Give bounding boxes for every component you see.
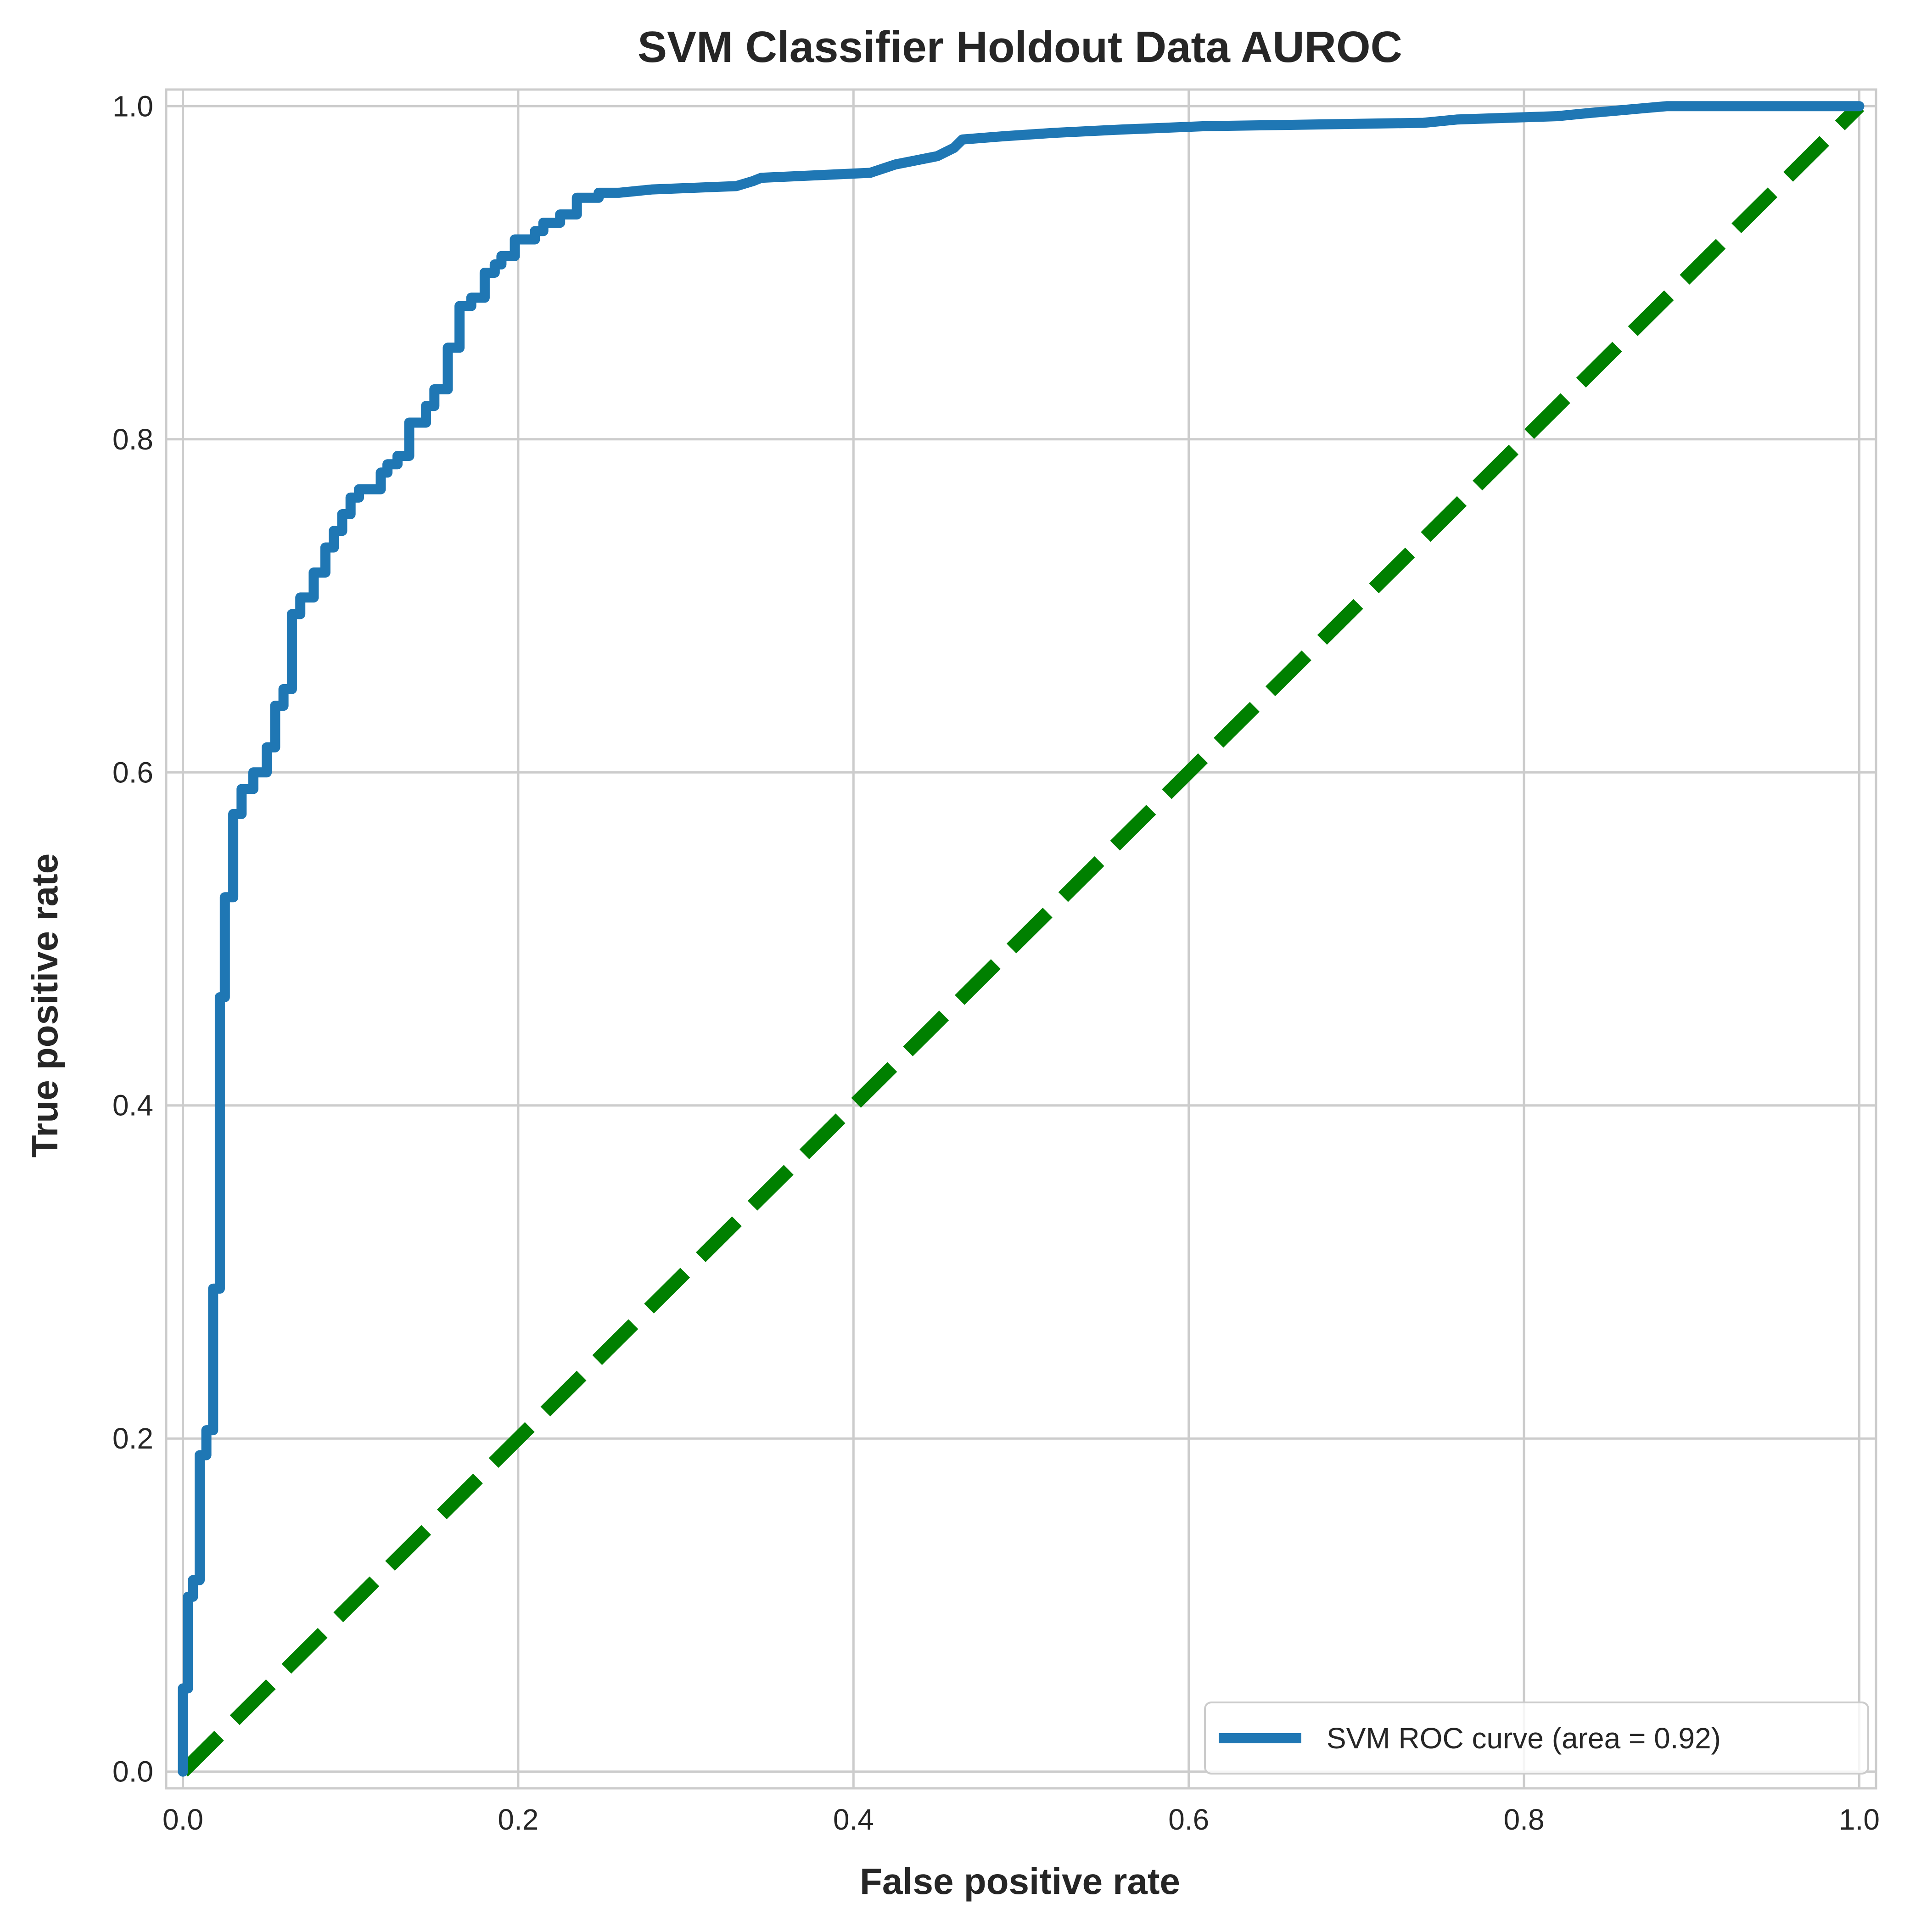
x-tick-label: 0.6 [1168, 1803, 1209, 1836]
y-tick-label: 0.6 [112, 756, 153, 789]
y-tick-label: 0.0 [112, 1755, 153, 1788]
x-tick-label: 0.0 [162, 1803, 203, 1836]
grid [166, 90, 1876, 1788]
x-tick-label: 0.4 [833, 1803, 874, 1836]
y-axis-label: True positive rate [24, 854, 65, 1157]
y-tick-label: 0.8 [112, 423, 153, 456]
x-tick-label: 0.2 [498, 1803, 538, 1836]
y-tick-label: 0.2 [112, 1422, 153, 1455]
chart-title: SVM Classifier Holdout Data AUROC [638, 22, 1402, 72]
y-tick-labels: 0.0 0.2 0.4 0.6 0.8 1.0 [112, 90, 153, 1788]
legend-label-svm: SVM ROC curve (area = 0.92) [1327, 1722, 1721, 1755]
x-axis-label: False positive rate [860, 1861, 1180, 1902]
y-tick-label: 1.0 [112, 90, 153, 123]
y-tick-label: 0.4 [112, 1089, 153, 1122]
roc-curve-line [178, 101, 1865, 1777]
x-tick-labels: 0.0 0.2 0.4 0.6 0.8 1.0 [162, 1803, 1880, 1836]
x-tick-label: 0.8 [1504, 1803, 1545, 1836]
plot-lines [178, 101, 1865, 1777]
plot-frame [165, 88, 1877, 1790]
x-tick-label: 1.0 [1839, 1803, 1880, 1836]
legend-box [1204, 1702, 1869, 1775]
chance-diagonal-line [178, 101, 1865, 1777]
legend: SVM ROC curve (area = 0.92) [1204, 1702, 1869, 1775]
